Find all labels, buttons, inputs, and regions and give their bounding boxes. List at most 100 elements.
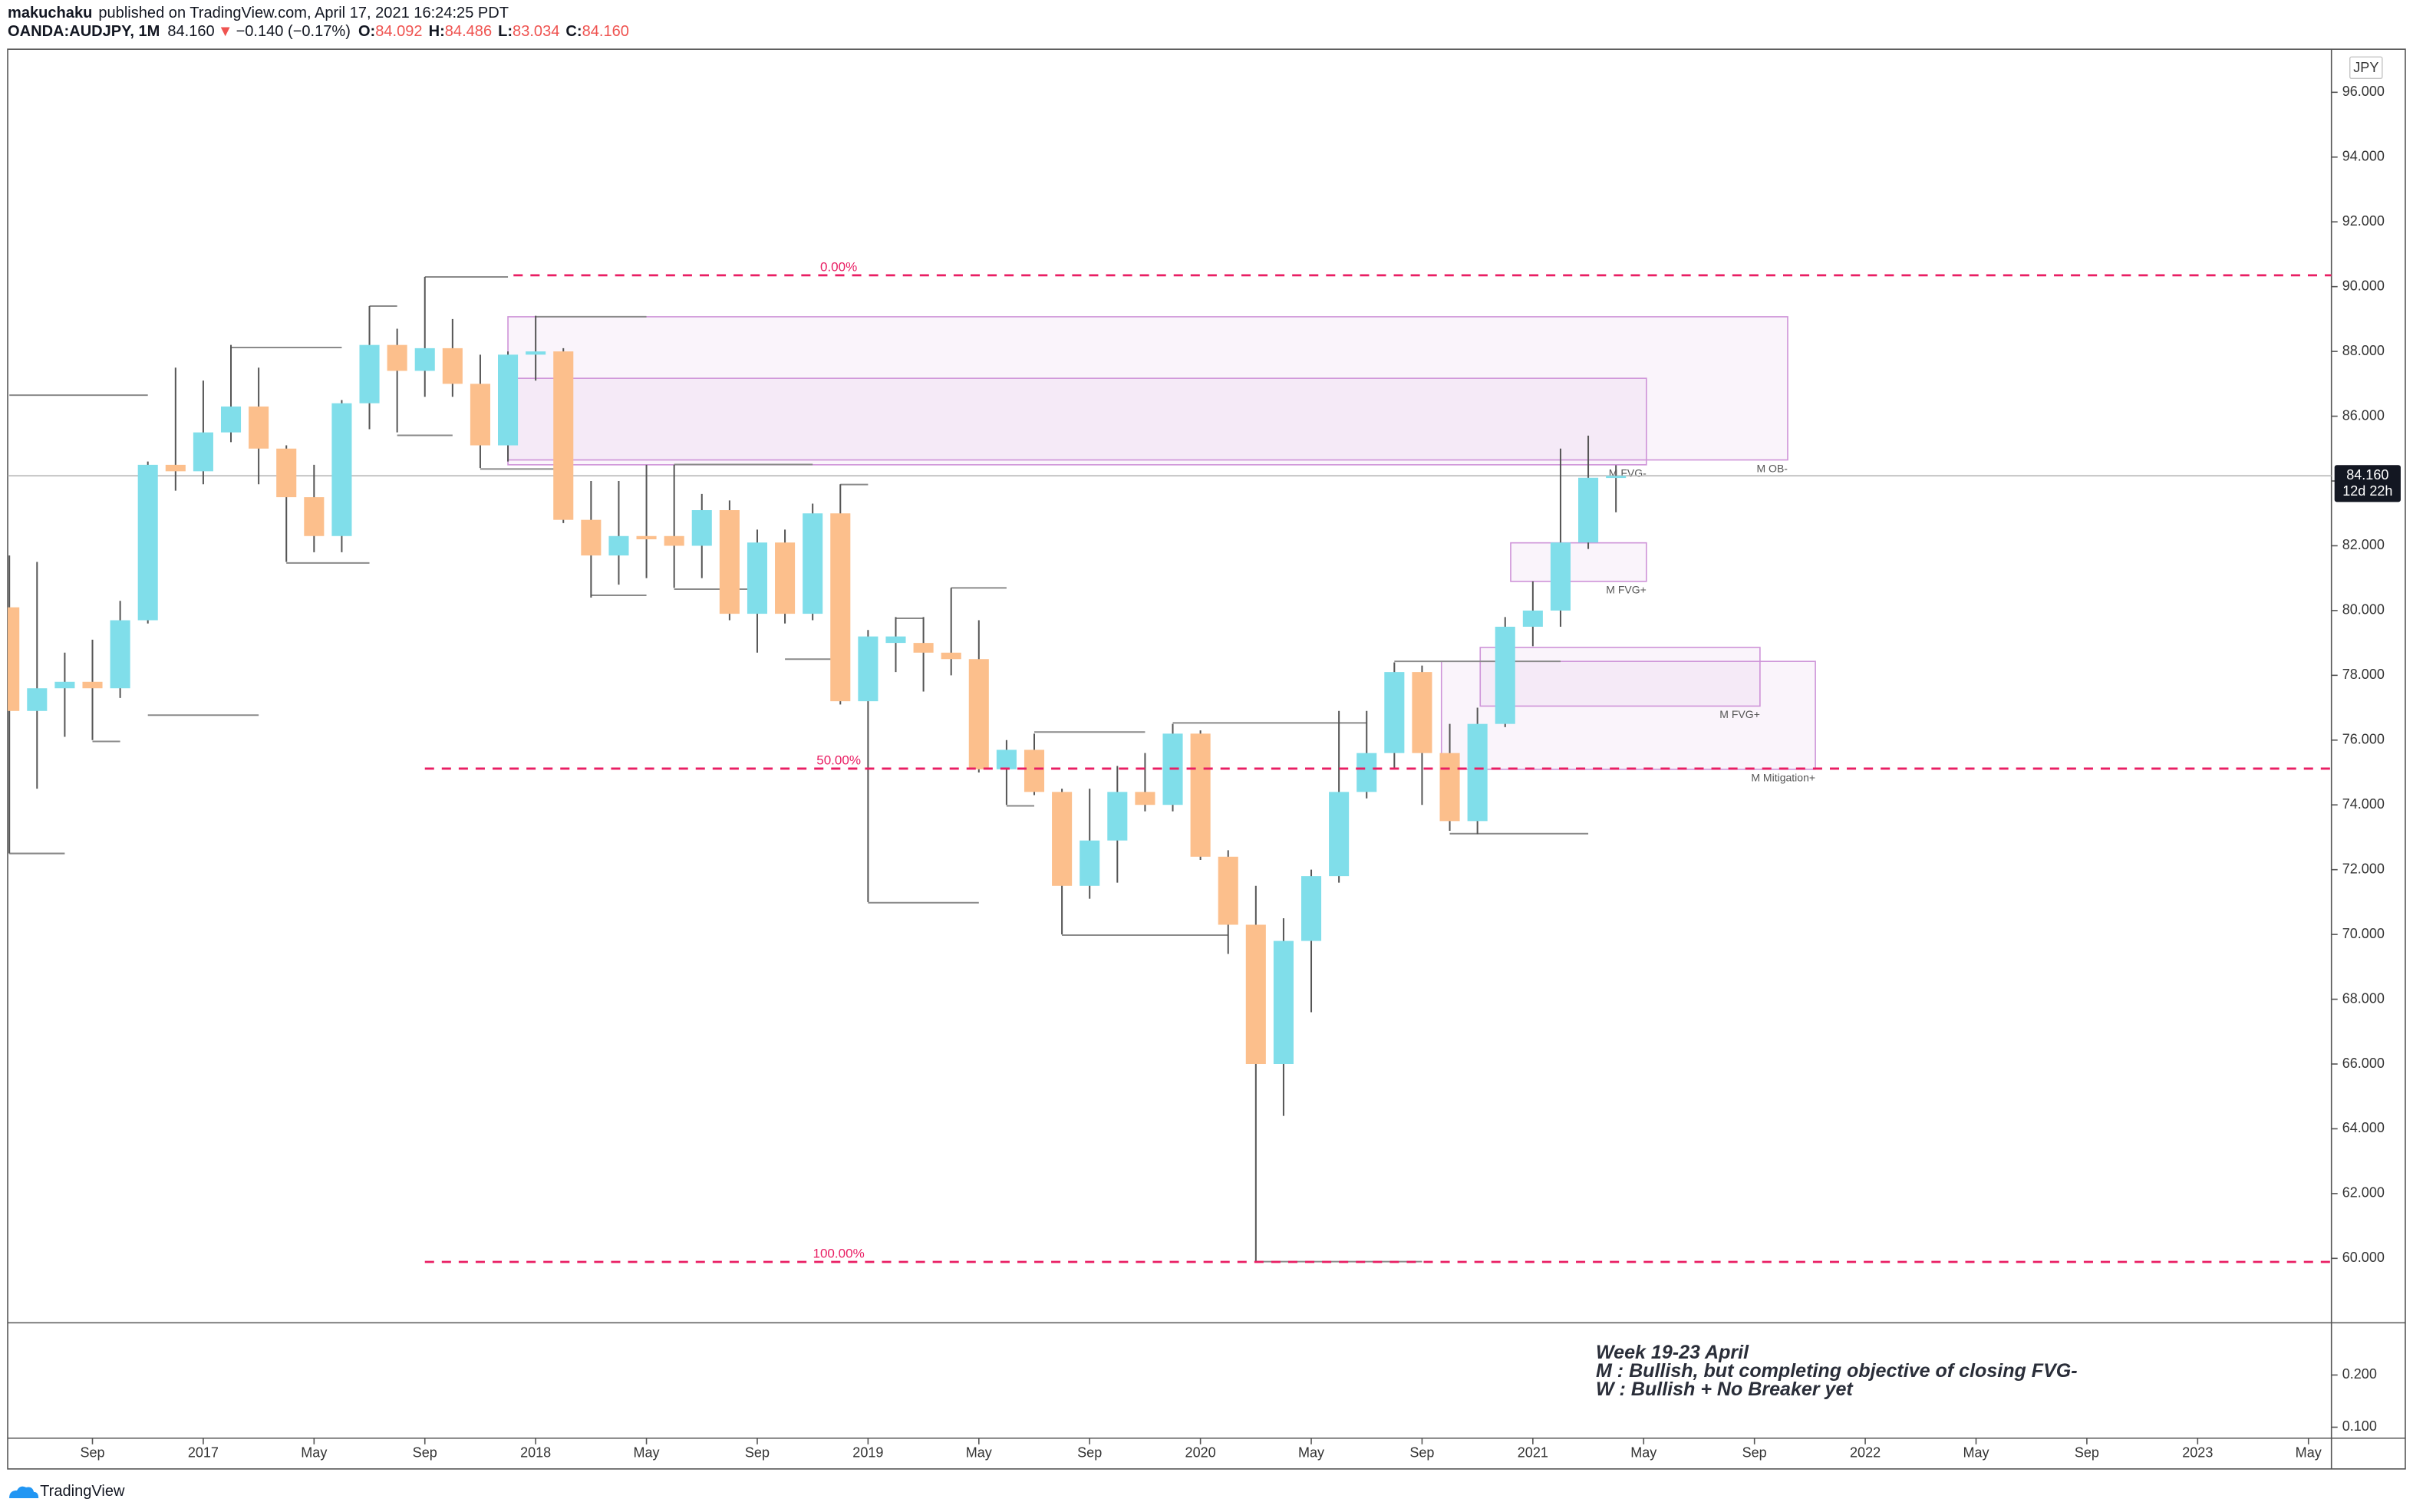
candle-body [996, 749, 1017, 769]
x-tick-label: 2020 [1185, 1445, 1216, 1461]
fib-label: 100.00% [813, 1246, 864, 1260]
change-arrow: ▼ [218, 23, 233, 40]
x-tick-label: May [634, 1445, 660, 1461]
ohlc-value: 84.486 [445, 23, 492, 40]
candle-body [470, 384, 490, 446]
y-tick-label: 68.000 [2342, 990, 2385, 1006]
y-tick-label: 62.000 [2342, 1185, 2385, 1201]
y-tick-label: 64.000 [2342, 1120, 2385, 1135]
y-tick-label: 70.000 [2342, 926, 2385, 941]
candle-body [220, 406, 242, 433]
currency-box[interactable] [2349, 56, 2383, 79]
last-price: 84.160 [167, 23, 214, 40]
candle-body [276, 448, 297, 498]
candle-body [1550, 542, 1571, 611]
brand: TradingView [40, 1483, 125, 1500]
footer-logo: TradingView [9, 1483, 125, 1500]
symbol: OANDA:AUDJPY, 1M [8, 23, 160, 40]
candle-body [830, 513, 851, 702]
candle-body [1300, 876, 1322, 941]
x-tick-label: May [301, 1445, 327, 1461]
x-tick-label: 2017 [188, 1445, 219, 1461]
y-tick-label: 82.000 [2342, 537, 2385, 552]
candle-body [1190, 733, 1211, 857]
candle-body [885, 636, 906, 644]
candle-body [359, 344, 380, 404]
header-line-1: makuchaku published on TradingView.com, A… [8, 5, 509, 21]
candle-body [27, 688, 48, 711]
candle-body [82, 681, 103, 689]
y-tick-label: 74.000 [2342, 796, 2385, 812]
candle-body [137, 464, 158, 621]
published: published on TradingView.com, April 17, … [98, 5, 509, 21]
candle-body [526, 351, 546, 355]
candle-body [941, 652, 961, 660]
candle-body [414, 348, 435, 371]
zone [507, 377, 1647, 466]
annotation-line: M : Bullish, but completing objective of… [1596, 1360, 2078, 1382]
ohlc-key: C: [565, 23, 582, 40]
countdown: 12d 22h [2342, 483, 2392, 499]
x-tick-label: May [1963, 1445, 1989, 1461]
ohlc-key: H: [429, 23, 445, 40]
y-tick-label: 66.000 [2342, 1056, 2385, 1071]
zone [507, 316, 1788, 461]
annotation-line: Week 19-23 April [1596, 1342, 1749, 1363]
candle-body [719, 509, 740, 614]
annotation-line: W : Bullish + No Breaker yet [1596, 1379, 1854, 1400]
x-tick-label: 2023 [2182, 1445, 2213, 1461]
candle-body [1135, 792, 1155, 805]
candle-body [636, 535, 657, 539]
y-tick-label: 94.000 [2342, 149, 2385, 164]
y-tick-label: 86.000 [2342, 407, 2385, 423]
candle-body [54, 681, 75, 689]
zone-label: M FVG+ [1606, 584, 1647, 596]
candle-body [110, 620, 130, 689]
zone-label: M Mitigation+ [1751, 772, 1815, 784]
candle-body [775, 542, 796, 614]
candle-body [1467, 723, 1488, 822]
ohlc-key: O: [358, 23, 375, 40]
x-tick-label: Sep [413, 1445, 437, 1461]
x-tick-label: Sep [745, 1445, 770, 1461]
candle-body [1329, 792, 1350, 877]
x-tick-label: May [2296, 1445, 2322, 1461]
candle-body [1052, 792, 1073, 886]
candle-body [304, 497, 325, 536]
candle-body [387, 344, 407, 371]
candle-body [968, 659, 989, 769]
fib-label: 50.00% [816, 753, 861, 767]
y-tick-label: 76.000 [2342, 732, 2385, 747]
candle-body [691, 509, 712, 546]
candle-body [913, 643, 934, 653]
ohlc-value: 84.160 [582, 23, 629, 40]
x-tick-label: Sep [1077, 1445, 1102, 1461]
zone [1510, 542, 1647, 582]
candle-body [193, 432, 213, 472]
candle-body [664, 535, 684, 546]
frame [7, 48, 2406, 1470]
candle-body [165, 464, 186, 472]
candle-body [1522, 610, 1543, 628]
x-tick-label: Sep [1409, 1445, 1434, 1461]
price-tag-label: 84.160 [2346, 467, 2388, 483]
candle-body [442, 348, 463, 384]
x-tick-label: 2021 [1518, 1445, 1548, 1461]
zone-label: M FVG+ [1719, 708, 1760, 720]
candle-body [1495, 627, 1515, 724]
currency: JPY [2353, 60, 2378, 75]
zone-label: M OB- [1756, 462, 1788, 474]
candle-body [1080, 840, 1100, 886]
x-tick-label: 2022 [1850, 1445, 1881, 1461]
candle-body [8, 607, 20, 711]
header-line-2: OANDA:AUDJPY, 1M 84.160 ▼ −0.140 (−0.17%) O:… [8, 23, 629, 40]
plot-area: M Mitigation+M FVG+M FVG+M OB-M FVG-0.00… [8, 259, 2332, 1263]
change: −0.140 (−0.17%) [236, 23, 351, 40]
candle-body [1245, 924, 1266, 1065]
candle-body [331, 403, 352, 536]
candle-body [1384, 672, 1405, 753]
ohlc-value: 84.092 [375, 23, 422, 40]
x-tick-label: Sep [2075, 1445, 2099, 1461]
zone [1479, 647, 1761, 707]
